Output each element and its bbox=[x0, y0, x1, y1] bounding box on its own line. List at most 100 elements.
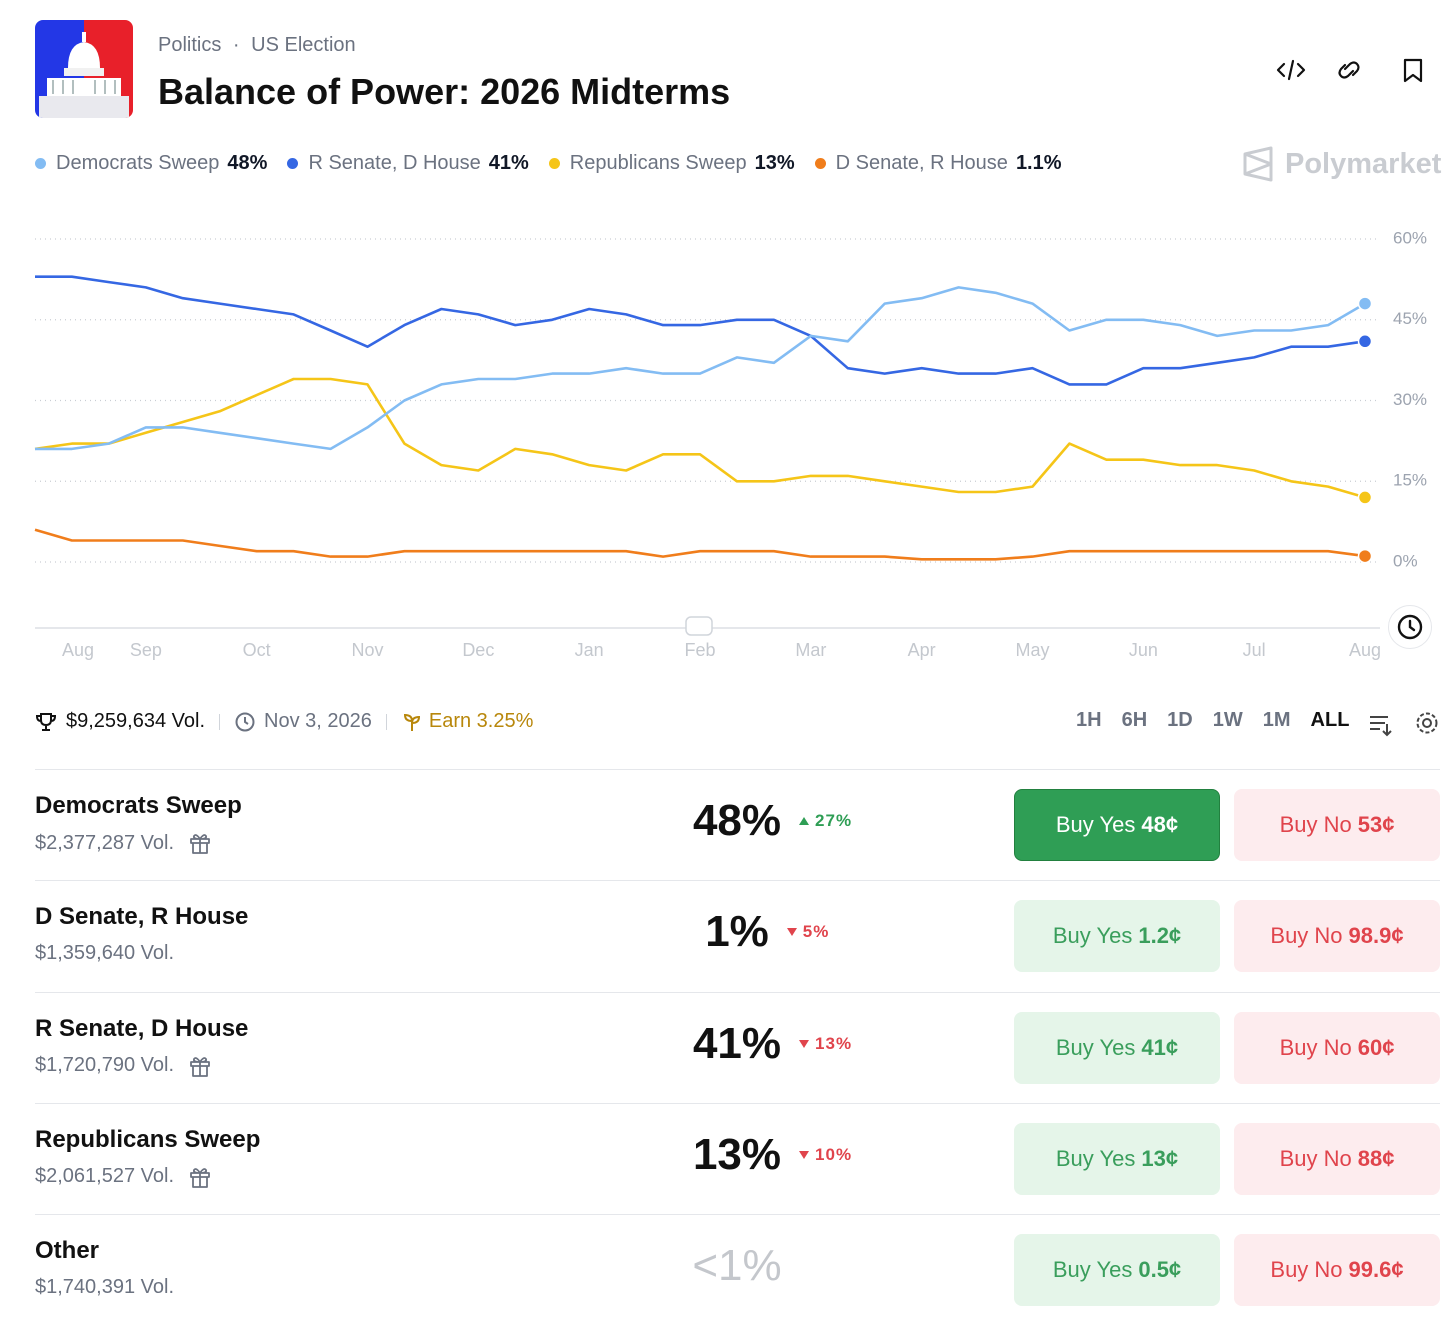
earn-rate[interactable]: Earn 3.25% bbox=[428, 710, 534, 732]
buy-no-button[interactable]: Buy No 60¢ bbox=[1234, 1011, 1440, 1084]
separator bbox=[219, 713, 221, 730]
x-tick-label: Sep bbox=[130, 640, 162, 660]
buy-yes-button[interactable]: Buy Yes 0.5¢ bbox=[1014, 1234, 1220, 1307]
volume-text: $2,377,287 Vol. bbox=[35, 831, 175, 854]
legend: Democrats Sweep 48% R Senate, D House 41% Re… bbox=[35, 152, 1082, 175]
range-option[interactable]: 6H bbox=[1121, 709, 1148, 731]
button-label: Buy No bbox=[1279, 1145, 1352, 1171]
range-handle bbox=[685, 616, 713, 636]
buy-no-button[interactable]: Buy No 53¢ bbox=[1234, 789, 1440, 861]
buy-yes-button[interactable]: Buy Yes 13¢ bbox=[1014, 1122, 1220, 1195]
range-option[interactable]: ALL bbox=[1310, 709, 1350, 731]
header-actions bbox=[1276, 58, 1423, 83]
probability-wrap: 41% 13% bbox=[637, 1019, 851, 1069]
range-option[interactable]: 1D bbox=[1167, 709, 1193, 731]
settings-button[interactable] bbox=[1416, 712, 1438, 734]
legend-item[interactable]: D Senate, R House 1.1% bbox=[814, 152, 1062, 175]
change-value: 10% bbox=[815, 1144, 853, 1164]
bookmark-button[interactable] bbox=[1403, 58, 1423, 83]
subcategory[interactable]: US Election bbox=[251, 34, 356, 56]
buy-yes-button[interactable]: Buy Yes 48¢ bbox=[1014, 789, 1220, 861]
change-arrow bbox=[786, 928, 797, 937]
x-tick-label: Jun bbox=[1129, 640, 1158, 660]
probability-wrap: <1% bbox=[637, 1241, 837, 1291]
button-label: Buy Yes bbox=[1055, 1034, 1136, 1060]
x-tick-label: Apr bbox=[908, 640, 936, 660]
probability-text: 13% bbox=[692, 1129, 782, 1179]
x-tick-label: Aug bbox=[62, 640, 94, 660]
x-tick-label: Nov bbox=[351, 640, 383, 660]
button-price: 99.6¢ bbox=[1348, 1257, 1404, 1283]
series-line bbox=[34, 377, 1366, 499]
y-tick-label: 45% bbox=[1393, 309, 1427, 328]
x-tick-label: Jul bbox=[1243, 640, 1266, 660]
trophy-icon bbox=[35, 712, 57, 731]
range-option[interactable]: 1H bbox=[1076, 709, 1102, 731]
market-icon bbox=[35, 20, 133, 118]
outcome-name: Democrats Sweep bbox=[35, 792, 242, 819]
outcome-volume: $1,359,640 Vol. bbox=[35, 942, 174, 965]
change-value: 13% bbox=[815, 1033, 853, 1053]
legend-item[interactable]: Democrats Sweep 48% bbox=[35, 152, 267, 175]
volume-text: $2,061,527 Vol. bbox=[35, 1165, 175, 1188]
sort-button[interactable] bbox=[1370, 716, 1392, 737]
volume-text: $1,740,391 Vol. bbox=[35, 1276, 175, 1299]
category[interactable]: Politics bbox=[158, 34, 222, 56]
probability-text: 48% bbox=[692, 796, 782, 845]
y-tick-label: 30% bbox=[1393, 390, 1427, 409]
legend-item[interactable]: R Senate, D House 41% bbox=[287, 152, 529, 175]
change-arrow bbox=[799, 1039, 810, 1048]
button-price: 13¢ bbox=[1141, 1145, 1179, 1171]
embed-button[interactable] bbox=[1276, 59, 1306, 81]
button-label: Buy Yes bbox=[1055, 812, 1136, 837]
breadcrumb: Politics · US Election bbox=[158, 34, 356, 57]
legend-item[interactable]: Republicans Sweep 13% bbox=[548, 152, 795, 175]
end-date: Nov 3, 2026 bbox=[264, 710, 372, 732]
outcome-row[interactable]: R Senate, D House $1,720,790 Vol. 41% 13% Bu… bbox=[35, 991, 1440, 1104]
probability-text: <1% bbox=[692, 1241, 782, 1291]
outcome-row[interactable]: Other $1,740,391 Vol. <1% Buy Yes 0.5¢ Buy No… bbox=[35, 1214, 1440, 1326]
range-option[interactable]: 1M bbox=[1262, 709, 1291, 731]
button-price: 53¢ bbox=[1357, 812, 1395, 837]
outcome-row[interactable]: D Senate, R House $1,359,640 Vol. 1% 5% Buy … bbox=[35, 880, 1440, 992]
brand-logo: Polymarket bbox=[1241, 146, 1441, 182]
change: 10% bbox=[799, 1145, 852, 1165]
total-volume: $9,259,634 Vol. bbox=[66, 710, 206, 732]
end-point bbox=[1357, 548, 1373, 564]
button-label: Buy Yes bbox=[1052, 1257, 1133, 1283]
buy-no-button[interactable]: Buy No 99.6¢ bbox=[1234, 1234, 1440, 1307]
legend-name: R Senate, D House bbox=[308, 152, 481, 174]
change-value: 5% bbox=[802, 922, 830, 942]
reward-icon[interactable] bbox=[188, 1165, 214, 1189]
reward-icon[interactable] bbox=[188, 1054, 214, 1078]
outcome-name: Other bbox=[35, 1237, 100, 1265]
probability: 13% 10% bbox=[692, 1129, 851, 1180]
x-tick-label: Oct bbox=[243, 640, 271, 660]
change: 27% bbox=[799, 811, 852, 831]
x-tick-label: May bbox=[1015, 640, 1049, 660]
probability-wrap: 48% 27% bbox=[637, 796, 851, 846]
button-price: 88¢ bbox=[1357, 1145, 1395, 1171]
reward-icon[interactable] bbox=[188, 831, 214, 855]
dot-separator: · bbox=[232, 34, 240, 56]
button-label: Buy No bbox=[1279, 1034, 1352, 1060]
end-point bbox=[1357, 490, 1373, 505]
buy-no-button[interactable]: Buy No 98.9¢ bbox=[1234, 900, 1440, 973]
range-option[interactable]: 1W bbox=[1212, 709, 1243, 731]
buy-yes-button[interactable]: Buy Yes 1.2¢ bbox=[1014, 900, 1220, 973]
outcome-volume: $2,061,527 Vol. bbox=[35, 1165, 214, 1189]
outcome-row[interactable]: Democrats Sweep $2,377,287 Vol. 48% 27% Buy … bbox=[35, 769, 1440, 881]
legend-dot bbox=[814, 158, 826, 169]
legend-value: 1.1% bbox=[1015, 152, 1062, 174]
probability: 48% 27% bbox=[692, 796, 851, 846]
chart-controls bbox=[1370, 712, 1438, 737]
buy-yes-button[interactable]: Buy Yes 41¢ bbox=[1014, 1011, 1220, 1084]
x-tick-label: Dec bbox=[462, 640, 494, 660]
change: 13% bbox=[799, 1034, 852, 1054]
history-button[interactable] bbox=[1388, 605, 1432, 649]
link-button[interactable] bbox=[1338, 61, 1360, 79]
outcome-row[interactable]: Republicans Sweep $2,061,527 Vol. 13% 10% Bu… bbox=[35, 1102, 1440, 1215]
buy-no-button[interactable]: Buy No 88¢ bbox=[1234, 1122, 1440, 1195]
stats-bar: $9,259,634 Vol. Nov 3, 2026 Earn 3.25% bbox=[35, 710, 533, 733]
brand-name: Polymarket bbox=[1285, 147, 1442, 180]
